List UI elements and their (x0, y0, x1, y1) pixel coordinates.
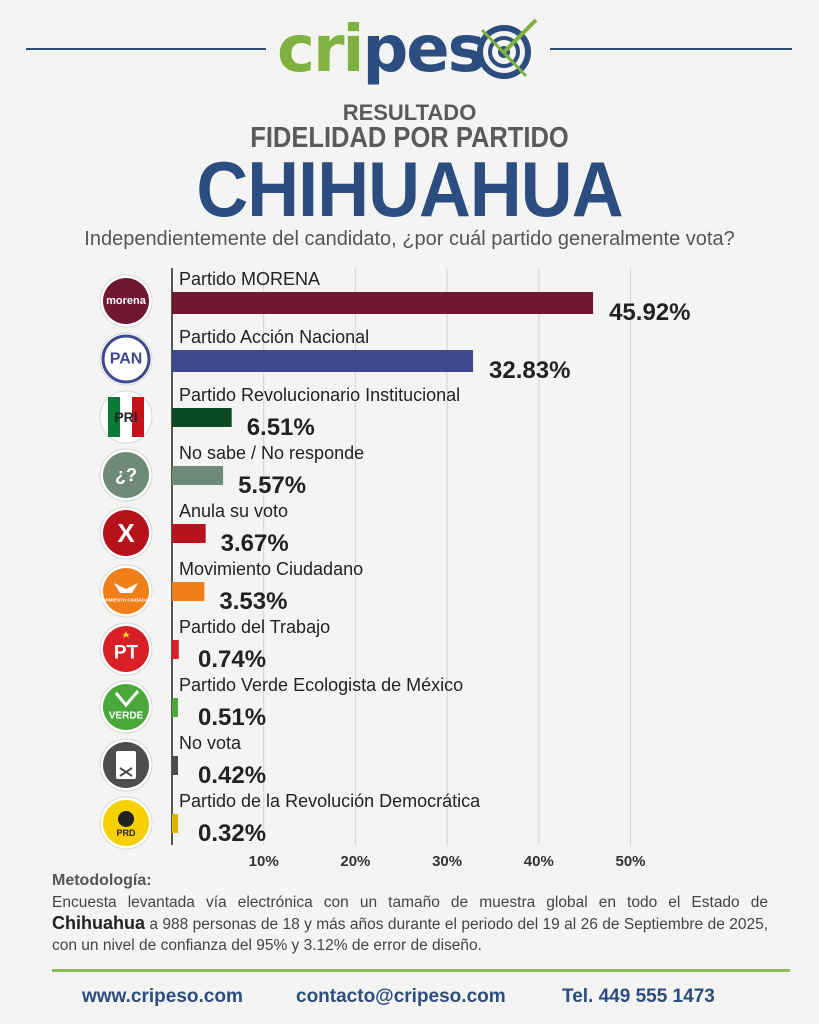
value-label: 45.92% (609, 299, 690, 326)
bar (172, 292, 594, 314)
footer-phone[interactable]: Tel. 449 555 1473 (562, 986, 715, 1007)
category-label: Partido Revolucionario Institucional (179, 385, 460, 405)
target-logo-icon (477, 18, 538, 79)
page-title: CHIHUAHUA (196, 145, 623, 233)
pan-icon: PAN (99, 332, 153, 386)
bar (172, 814, 178, 833)
party-icon-text: MOVIMIENTO CIUDADANO (97, 598, 155, 603)
category-label: No sabe / No responde (179, 443, 364, 463)
x-icon: X (99, 506, 153, 560)
header-rule-left (26, 48, 266, 50)
party-icon-text: PT (114, 643, 139, 664)
x-tick-label: 40% (524, 853, 554, 870)
party-icon-text: morena (106, 295, 147, 307)
category-label: Partido MORENA (179, 269, 320, 289)
value-label: 3.53% (219, 588, 287, 615)
bar-chart: 10% 20% 30% 40% 50% morena Partido MORENA 45.92… (97, 268, 690, 870)
survey-question: Independientemente del candidato, ¿por c… (84, 228, 735, 250)
category-label: Partido del Trabajo (179, 617, 330, 637)
bar (172, 466, 224, 485)
footer-divider (52, 969, 790, 972)
party-icon-text: PRI (114, 409, 137, 425)
x-tick-label: 20% (340, 853, 370, 870)
category-label: Anula su voto (179, 501, 288, 521)
question-icon: ¿? (99, 448, 153, 502)
value-label: 5.57% (238, 472, 306, 499)
category-label: Partido Acción Nacional (179, 327, 369, 347)
value-label: 3.67% (221, 530, 289, 557)
category-label: Movimiento Ciudadano (179, 559, 363, 579)
header-rule-right (550, 48, 792, 50)
subtitle: FIDELIDAD POR PARTIDO (250, 122, 569, 154)
footer-website[interactable]: www.cripeso.com (82, 986, 243, 1007)
party-icon-text: ¿? (115, 465, 137, 485)
x-tick-label: 30% (432, 853, 462, 870)
category-label: Partido de la Revolución Democrática (179, 791, 481, 811)
value-label: 0.32% (198, 820, 266, 847)
party-icon-text: X (117, 518, 135, 548)
bar (172, 524, 206, 543)
bar (172, 350, 474, 372)
category-label: Partido Verde Ecologista de México (179, 675, 463, 695)
kicker: RESULTADO (342, 100, 477, 125)
bar (172, 408, 232, 427)
party-icon-text: PRD (116, 828, 136, 838)
value-label: 6.51% (247, 414, 315, 441)
methodology-line-start: Encuesta levantada vía electrónica con u… (52, 894, 768, 911)
value-label: 0.51% (198, 704, 266, 731)
ballot-icon (99, 738, 153, 792)
pt-icon: PT (99, 622, 153, 676)
morena-icon: morena (99, 274, 153, 328)
bar (172, 640, 179, 659)
party-icon-text: PAN (110, 351, 143, 368)
methodology-line-rest: a 988 personas de 18 y más años durante … (52, 916, 768, 954)
value-label: 0.42% (198, 762, 266, 789)
value-label: 0.74% (198, 646, 266, 673)
party-icon-text: VERDE (109, 711, 144, 722)
bar (172, 756, 178, 775)
pri-icon: PRI (99, 390, 153, 444)
value-label: 32.83% (489, 357, 570, 384)
methodology-highlight: Chihuahua (52, 913, 145, 933)
x-tick-label: 10% (249, 853, 279, 870)
methodology-text: Encuesta levantada vía electrónica con u… (52, 892, 768, 956)
cripeso-logo: cripes (277, 13, 486, 87)
methodology-title: Metodología: (52, 872, 152, 889)
category-label: No vota (179, 733, 242, 753)
bar (172, 582, 205, 601)
prd-icon: PRD (99, 796, 153, 850)
verde-icon: VERDE (99, 680, 153, 734)
mc-icon: MOVIMIENTO CIUDADANO (97, 564, 155, 618)
bar (172, 698, 178, 717)
footer-email[interactable]: contacto@cripeso.com (296, 986, 506, 1007)
x-tick-label: 50% (615, 853, 645, 870)
